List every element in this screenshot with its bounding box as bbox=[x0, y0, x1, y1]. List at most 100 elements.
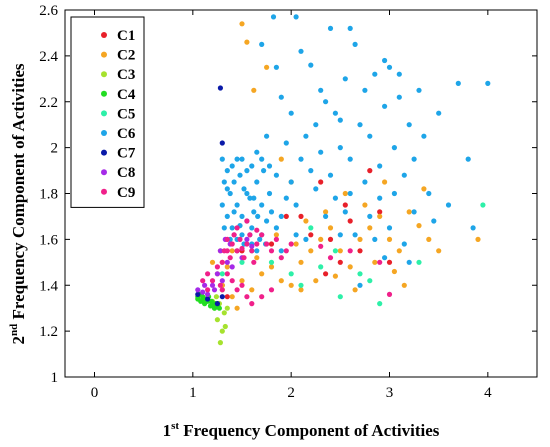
data-point-c2-37 bbox=[372, 259, 378, 265]
data-point-c7-0 bbox=[217, 85, 223, 91]
data-points bbox=[195, 14, 491, 346]
legend-marker-c6 bbox=[101, 130, 107, 136]
data-point-c5-5 bbox=[298, 282, 304, 288]
data-point-c9-18 bbox=[273, 236, 279, 242]
data-point-c6-109 bbox=[266, 163, 273, 169]
data-point-c2-6 bbox=[209, 259, 216, 265]
data-point-c8-7 bbox=[229, 264, 235, 270]
data-point-c6-67 bbox=[411, 156, 417, 162]
data-point-c5-14 bbox=[367, 278, 373, 284]
data-point-c6-53 bbox=[342, 76, 348, 82]
data-point-c6-4 bbox=[229, 163, 235, 169]
data-point-c6-93 bbox=[313, 186, 319, 192]
data-point-c9-45 bbox=[386, 291, 393, 297]
axis-ticks: 0 1 2 3 4 1 1.2 1.4 1.6 1.8 2 2.2 2.4 2.6 bbox=[39, 3, 537, 401]
data-point-c2-35 bbox=[332, 273, 338, 279]
data-point-c2-30 bbox=[416, 223, 422, 229]
data-point-c6-58 bbox=[367, 133, 373, 139]
data-point-c9-42 bbox=[244, 218, 250, 224]
data-point-c1-14 bbox=[283, 213, 289, 219]
data-point-c9-38 bbox=[205, 271, 211, 277]
data-point-c2-27 bbox=[386, 236, 393, 242]
data-point-c6-75 bbox=[470, 225, 476, 231]
data-point-c2-43 bbox=[273, 232, 279, 238]
data-point-c8-3 bbox=[209, 282, 216, 288]
data-point-c2-36 bbox=[352, 287, 358, 293]
data-point-c8-12 bbox=[217, 248, 223, 254]
data-point-c2-41 bbox=[342, 190, 348, 197]
data-point-c6-13 bbox=[251, 209, 257, 215]
data-point-c6-15 bbox=[257, 236, 263, 242]
data-point-c6-88 bbox=[288, 110, 294, 116]
data-point-c9-26 bbox=[217, 282, 223, 288]
data-point-c5-9 bbox=[377, 301, 383, 307]
data-point-c6-116 bbox=[293, 232, 299, 238]
data-point-c6-84 bbox=[347, 25, 353, 31]
data-point-c2-2 bbox=[251, 87, 257, 93]
data-point-c6-57 bbox=[362, 87, 368, 93]
data-point-c6-55 bbox=[352, 41, 358, 48]
data-point-c6-51 bbox=[332, 110, 338, 116]
x-tick-label: 1 bbox=[189, 385, 197, 401]
data-point-c6-34 bbox=[251, 195, 257, 201]
data-point-c9-28 bbox=[229, 278, 235, 284]
data-point-c9-15 bbox=[259, 232, 265, 238]
data-point-c8-16 bbox=[202, 282, 208, 288]
data-point-c6-85 bbox=[382, 57, 388, 64]
data-point-c9-34 bbox=[268, 287, 275, 293]
y-tick-label: 2.2 bbox=[39, 95, 58, 111]
data-point-c2-26 bbox=[377, 213, 383, 219]
data-point-c6-42 bbox=[288, 179, 294, 185]
legend-label-c2: C2 bbox=[117, 48, 135, 64]
data-point-c2-49 bbox=[254, 255, 260, 261]
data-point-c6-60 bbox=[377, 163, 383, 169]
data-point-c5-10 bbox=[416, 259, 422, 265]
data-point-c6-17 bbox=[261, 168, 267, 174]
data-point-c9-25 bbox=[377, 259, 383, 265]
data-point-c9-11 bbox=[247, 232, 253, 238]
data-point-c5-3 bbox=[268, 259, 275, 265]
data-point-c6-6 bbox=[234, 202, 240, 208]
data-point-c6-63 bbox=[391, 145, 397, 151]
data-point-c5-1 bbox=[239, 259, 245, 265]
data-point-c6-30 bbox=[231, 209, 237, 215]
data-point-c8-0 bbox=[195, 287, 201, 293]
data-point-c6-18 bbox=[264, 218, 270, 224]
data-point-c6-115 bbox=[401, 241, 407, 247]
data-point-c8-10 bbox=[244, 236, 250, 242]
data-point-c6-70 bbox=[426, 190, 432, 197]
data-point-c3-4 bbox=[221, 310, 227, 316]
data-point-c9-36 bbox=[214, 264, 220, 270]
data-point-c3-7 bbox=[213, 294, 219, 300]
data-point-c2-20 bbox=[318, 236, 324, 242]
data-point-c6-5 bbox=[231, 179, 237, 185]
legend-label-c3: C3 bbox=[117, 67, 135, 83]
data-point-c3-10 bbox=[222, 323, 228, 330]
data-point-c3-2 bbox=[214, 317, 220, 323]
y-tick-label: 1.4 bbox=[39, 278, 58, 294]
data-point-c7-1 bbox=[219, 140, 225, 146]
data-point-c2-16 bbox=[278, 278, 284, 284]
data-point-c3-9 bbox=[224, 305, 230, 311]
data-point-c2-24 bbox=[357, 236, 363, 242]
data-point-c6-54 bbox=[347, 156, 353, 162]
data-point-c6-100 bbox=[323, 213, 329, 219]
data-point-c5-8 bbox=[357, 271, 363, 277]
data-point-c6-91 bbox=[264, 133, 270, 139]
data-point-c2-1 bbox=[244, 39, 250, 45]
data-point-c2-38 bbox=[391, 268, 397, 275]
data-point-c9-5 bbox=[231, 232, 237, 238]
data-point-c6-87 bbox=[278, 94, 284, 100]
data-point-c8-11 bbox=[249, 243, 255, 249]
data-point-c6-47 bbox=[313, 122, 319, 128]
data-point-c6-82 bbox=[308, 62, 314, 68]
data-point-c8-5 bbox=[219, 278, 225, 284]
data-point-c4-16 bbox=[216, 305, 222, 311]
data-point-c6-103 bbox=[386, 225, 393, 231]
data-point-c9-43 bbox=[254, 227, 260, 233]
data-point-c3-0 bbox=[217, 340, 223, 346]
y-tick-label: 2.6 bbox=[39, 3, 58, 19]
data-point-c2-33 bbox=[475, 236, 481, 242]
data-point-c1-12 bbox=[308, 232, 314, 238]
data-point-c6-40 bbox=[278, 213, 284, 219]
